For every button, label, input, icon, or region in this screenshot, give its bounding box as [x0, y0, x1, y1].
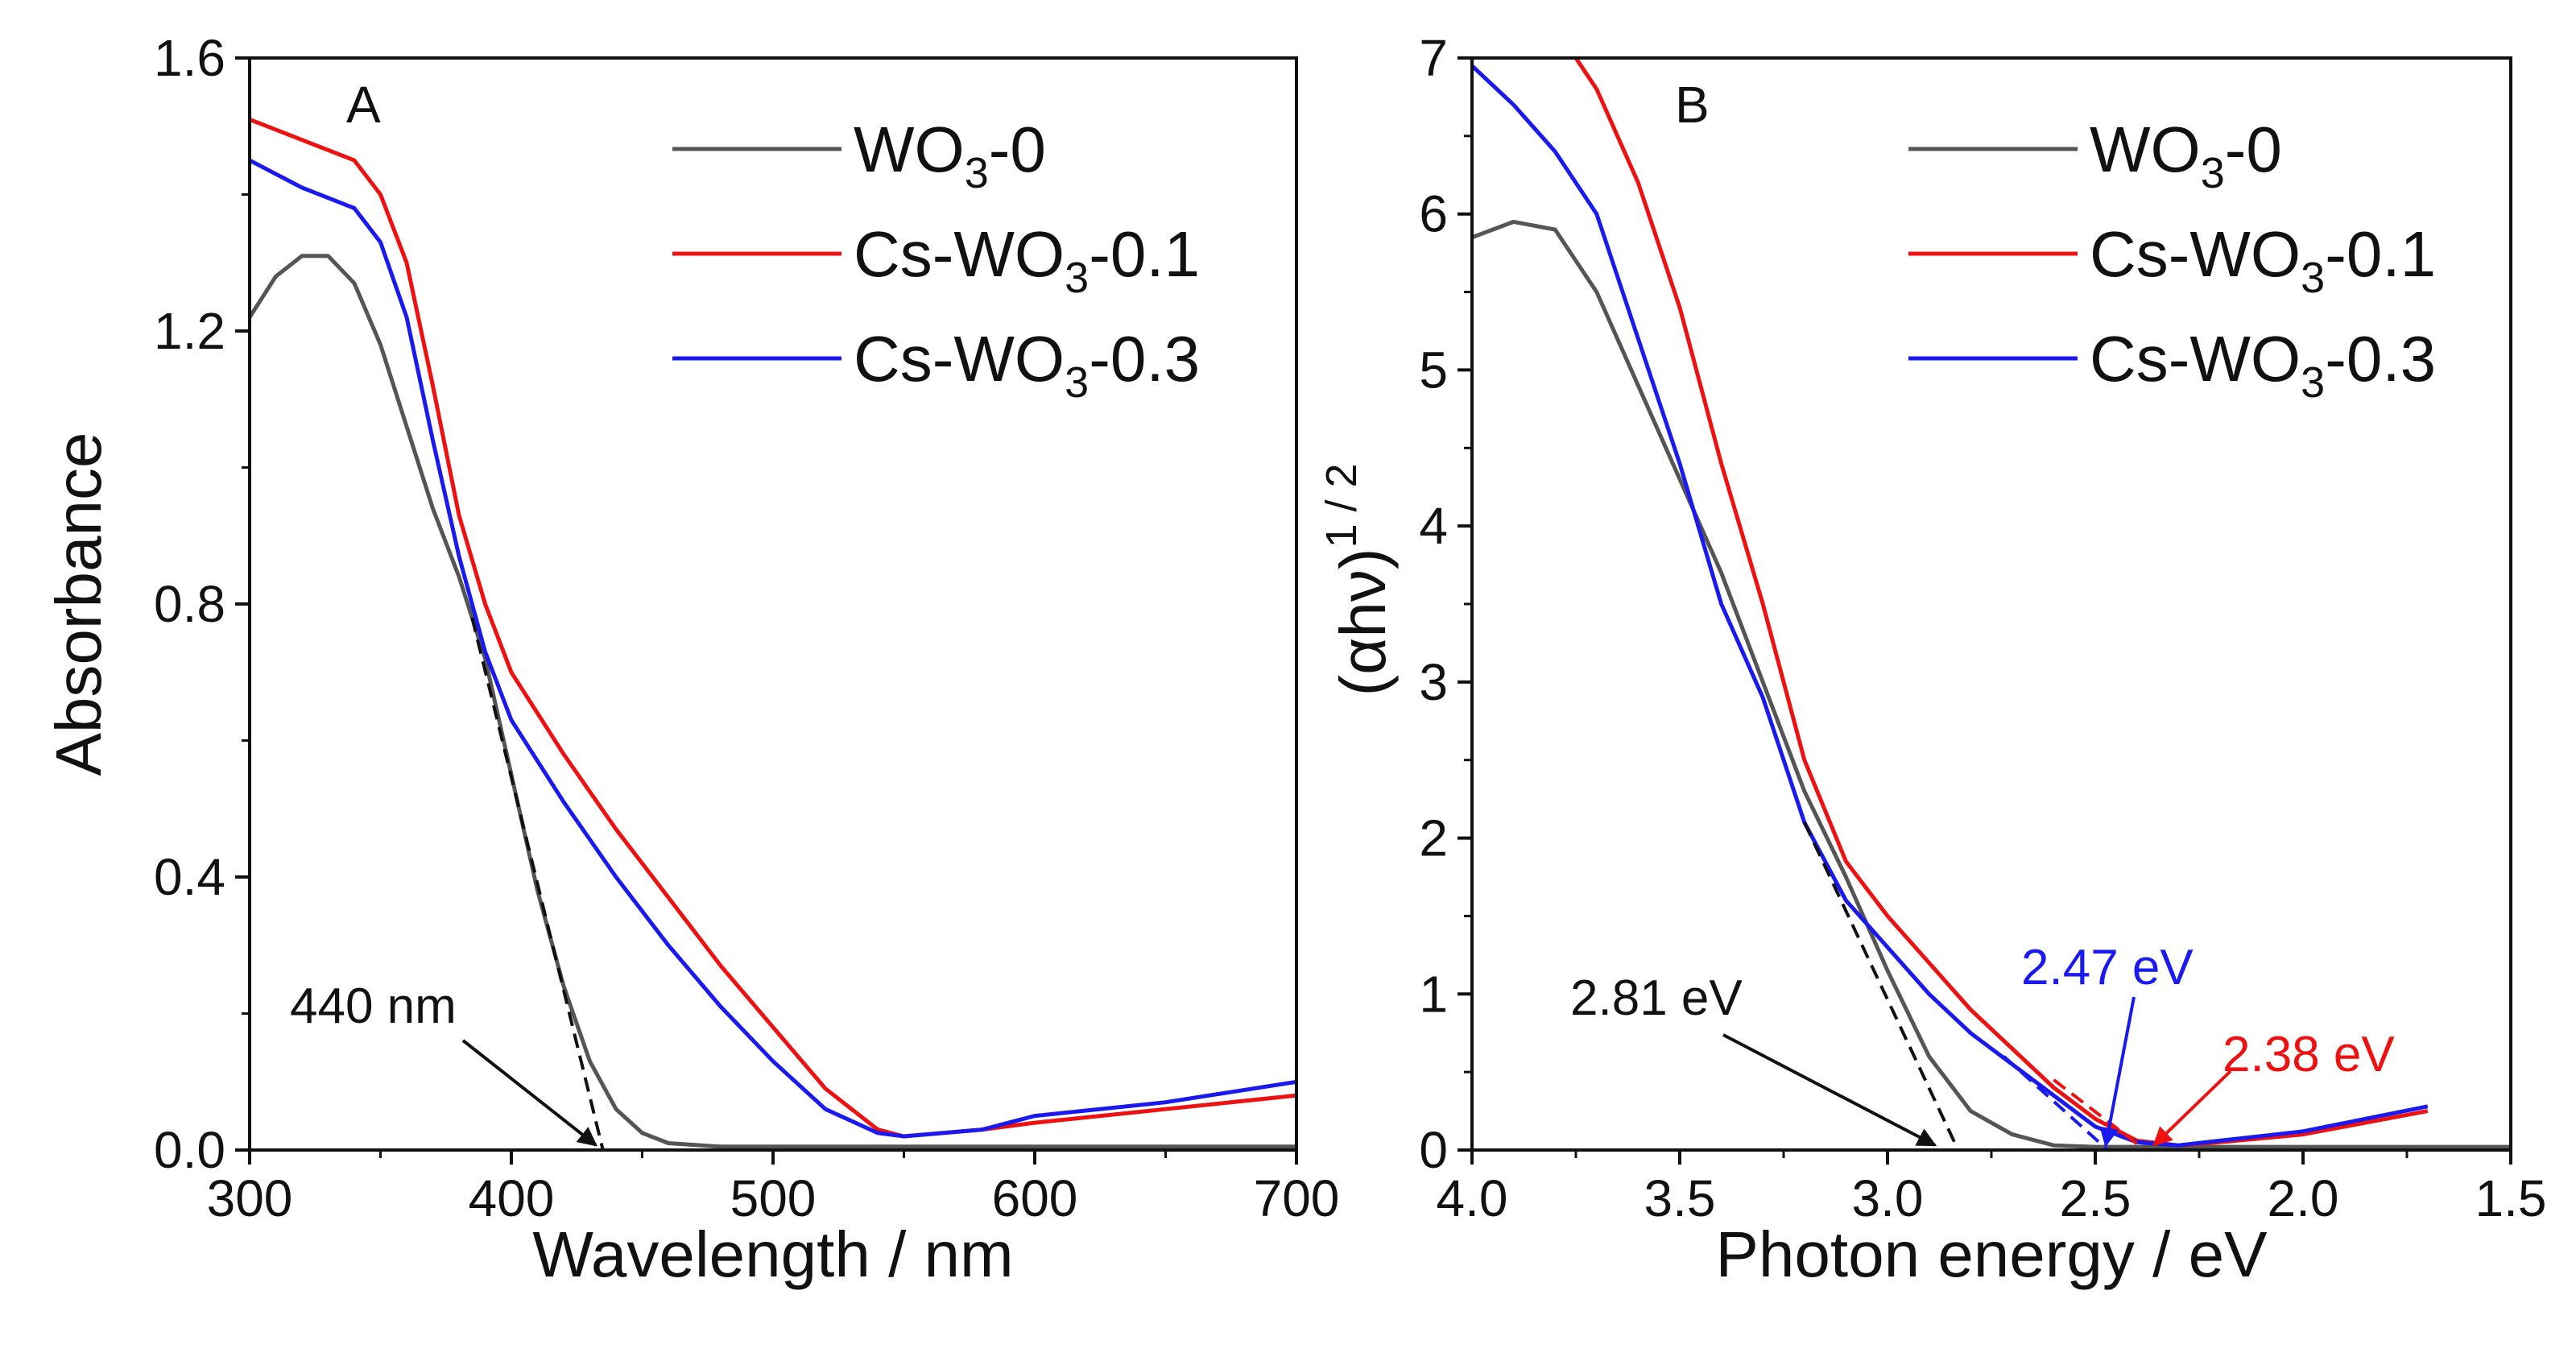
panel-b-x-tick-label: 2.5	[2060, 1169, 2132, 1227]
panel-a-annotation-arrow	[461, 1039, 597, 1147]
panel-a-x-tick-label: 400	[469, 1169, 555, 1227]
panel-b-y-tick-label: 6	[1419, 185, 1448, 243]
panel-b-label: B	[1675, 76, 1710, 134]
panel-a-series-wo3-0	[250, 254, 1296, 1149]
panel-b-x-tick-label: 2.0	[2268, 1169, 2339, 1227]
panel-a-legend-text-cs-wo3-01: Cs-WO3-0.1	[854, 218, 1200, 302]
panel-a-plot-frame	[248, 56, 1298, 1152]
panel-a-x-tick-label: 500	[730, 1169, 817, 1227]
panel-a-x-tick-label: 600	[992, 1169, 1078, 1227]
panel-b-y-tick-label: 1	[1419, 965, 1448, 1023]
panel-b-y-axis-title: (αhν)1 / 2	[1317, 463, 1399, 696]
panel-a-series-cs-wo3-0-3	[250, 158, 1296, 1139]
panel-a-x-axis-title: Wavelength / nm	[532, 1218, 1013, 1290]
panel-a-y-tick-label: 1.2	[154, 302, 225, 360]
panel-a-y-tick-label: 0.4	[154, 848, 225, 906]
panel-a-y-tick-label: 0.0	[154, 1121, 225, 1179]
panel-b-legend-text-wo3-0: WO3-0	[2090, 114, 2282, 197]
panel-b-x-tick-label: 3.5	[1644, 1169, 1716, 1227]
panel-a-legend: WO3-0 Cs-WO3-0.1 Cs-WO3-0.3	[672, 114, 1200, 407]
panel-b-annotation-label-247: 2.47 eV	[2021, 940, 2194, 995]
panel-a-annotation-label: 440 nm	[290, 978, 457, 1034]
panel-a-x-tick-label: 700	[1254, 1169, 1340, 1227]
panel-a-legend-text-cs-wo3-03: Cs-WO3-0.3	[854, 323, 1200, 407]
panel-b-annotation-label-281: 2.81 eV	[1570, 970, 1743, 1026]
panel-b: 4.0 3.5 3.0 2.5 2.0 1.5 0 1 2 3 4 5 6 7 B Photon ener…	[1317, 29, 2546, 1290]
panel-b-annotation-label-238: 2.38 eV	[2222, 1027, 2395, 1082]
panel-b-legend-text-cs-wo3-01: Cs-WO3-0.1	[2090, 218, 2436, 302]
panel-b-annotation-arrow-247	[2099, 996, 2136, 1148]
panel-b-annotation-arrow-281	[1722, 1033, 1937, 1147]
panel-b-legend-text-cs-wo3-03: Cs-WO3-0.3	[2090, 323, 2436, 407]
panel-b-y-tick-label: 7	[1419, 29, 1448, 87]
panel-a-annotation-440nm: 440 nm	[290, 978, 597, 1147]
panel-b-legend: WO3-0 Cs-WO3-0.1 Cs-WO3-0.3	[1908, 114, 2436, 407]
panel-b-series-wo3-0	[1472, 219, 2511, 1149]
panel-b-annotations: 2.81 eV 2.47 eV 2.38 eV	[1570, 940, 2395, 1148]
panel-b-annotation-arrow-238	[2152, 1069, 2232, 1147]
panel-b-tangent-line-2	[2053, 1078, 2147, 1150]
panel-b-x-tick-label: 1.5	[2475, 1169, 2547, 1227]
panel-b-plot-frame	[1470, 56, 2512, 1152]
panel-b-y-tick-label: 3	[1419, 653, 1448, 711]
panel-b-tangent-line-1	[2003, 1055, 2109, 1150]
panel-a-label: A	[346, 76, 381, 134]
panel-a-tangent-line-0	[470, 617, 605, 1150]
panel-b-tangent-line-0	[1802, 821, 1960, 1150]
panel-a-y-tick-label: 1.6	[154, 29, 225, 87]
panel-a-y-tick-label: 0.8	[154, 575, 225, 633]
panel-b-y-tick-label: 5	[1419, 341, 1448, 399]
panel-b-y-tick-label: 2	[1419, 809, 1448, 867]
panel-a: 300 400 500 600 700 0.0 0.4 0.8 1.2 1.6 A Wavelen…	[43, 29, 1339, 1290]
panel-b-x-tick-label: 3.0	[1852, 1169, 1924, 1227]
panel-a-y-axis-title: Absorbance	[43, 432, 114, 776]
panel-b-y-tick-label: 4	[1419, 497, 1448, 555]
panel-a-x-tick-label: 300	[207, 1169, 293, 1227]
panel-b-x-tick-label: 4.0	[1437, 1169, 1508, 1227]
panel-b-y-tick-label: 0	[1419, 1121, 1448, 1179]
panel-a-legend-text-wo3-0: WO3-0	[854, 114, 1046, 197]
panel-b-x-axis-title: Photon energy / eV	[1716, 1218, 2268, 1290]
